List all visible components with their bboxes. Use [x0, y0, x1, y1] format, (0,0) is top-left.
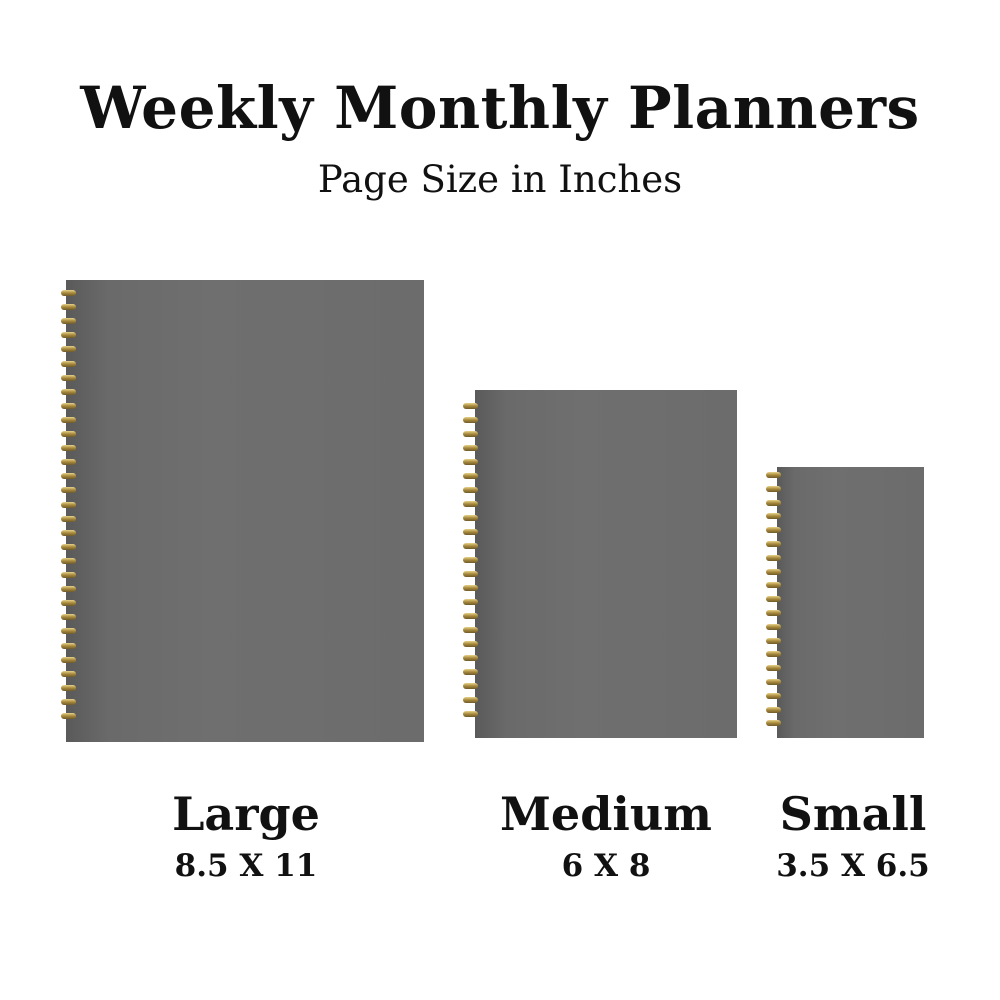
spiral-ring	[463, 515, 478, 521]
page-subtitle: Page Size in Inches	[317, 158, 683, 201]
spiral-ring	[766, 485, 781, 492]
spiral-ring	[61, 501, 76, 508]
spiral-ring	[766, 582, 781, 589]
spiral-ring	[766, 720, 781, 727]
spiral-ring	[766, 499, 781, 506]
medium-planner-image	[475, 390, 737, 738]
spiral-ring	[766, 610, 781, 616]
spiral-ring	[61, 473, 76, 480]
spiral-ring	[61, 698, 76, 705]
spiral-ring	[766, 665, 781, 672]
spiral-ring	[463, 417, 478, 423]
spiral-ring	[766, 679, 781, 685]
spiral-ring	[61, 360, 76, 367]
small-label: Small 3.5 X 6.5	[703, 788, 1000, 886]
spiral-ring	[463, 599, 478, 605]
spiral-ring	[463, 459, 478, 465]
spiral-ring	[463, 585, 478, 591]
spiral-ring	[61, 670, 76, 677]
spiral-ring	[766, 651, 781, 658]
spiral-ring	[61, 515, 76, 522]
spiral-ring	[61, 431, 76, 437]
spiral-ring	[463, 627, 478, 633]
large-planner-image	[66, 280, 424, 742]
spiral-ring	[463, 557, 478, 563]
spiral-ring	[766, 706, 781, 713]
spiral-ring	[766, 554, 781, 561]
spiral-ring	[61, 487, 76, 494]
spiral-ring	[463, 403, 478, 409]
spiral-ring	[61, 346, 76, 353]
spiral-ring	[61, 318, 76, 325]
spiral-ring	[61, 600, 76, 607]
spiral-ring	[61, 586, 76, 593]
spiral-ring	[766, 596, 781, 603]
spiral-ring	[61, 374, 76, 381]
medium-label: Medium 6 X 8	[456, 788, 756, 886]
spiral-ring	[61, 402, 76, 409]
spiral-ring	[463, 669, 478, 675]
spiral-ring	[463, 683, 478, 689]
spiral-ring	[463, 529, 478, 535]
spiral-ring	[61, 614, 76, 621]
spiral-ring	[61, 304, 76, 311]
spiral-ring	[61, 459, 76, 466]
small-planner-image	[777, 467, 924, 738]
spiral-ring	[463, 445, 478, 451]
spiral-ring	[61, 388, 76, 395]
spiral-ring	[463, 501, 478, 507]
spiral-ring	[61, 684, 76, 691]
spiral-ring	[61, 290, 76, 296]
spiral-ring	[61, 416, 76, 423]
spiral-ring	[766, 623, 781, 630]
planner-size: 8.5 X 11	[174, 848, 318, 884]
spiral-ring	[766, 541, 781, 547]
spiral-ring	[463, 571, 478, 577]
spiral-ring	[766, 513, 781, 520]
planner-name: Medium	[500, 787, 712, 841]
spiral-ring	[463, 431, 478, 437]
spiral-ring	[766, 692, 781, 699]
page-title: Weekly Monthly Planners	[80, 74, 920, 142]
spiral-ring	[463, 543, 478, 549]
spiral-ring	[766, 568, 781, 575]
spiral-ring	[61, 656, 76, 663]
spiral-ring	[766, 527, 781, 534]
planner-size: 3.5 X 6.5	[776, 848, 930, 884]
spiral-ring	[463, 711, 478, 717]
spiral-ring	[61, 572, 76, 578]
planner-size: 6 X 8	[561, 848, 651, 884]
spiral-ring	[61, 642, 76, 649]
spiral-ring	[463, 613, 478, 619]
spiral-ring	[463, 655, 478, 661]
large-label: Large 8.5 X 11	[96, 788, 396, 886]
spiral-ring	[463, 697, 478, 703]
planner-name: Large	[172, 787, 320, 841]
spiral-ring	[766, 637, 781, 644]
spiral-ring	[61, 543, 76, 550]
spiral-ring	[61, 445, 76, 452]
spiral-ring	[463, 473, 478, 479]
spiral-ring	[463, 641, 478, 647]
spiral-ring	[463, 487, 478, 493]
spiral-ring	[61, 713, 76, 719]
spiral-ring	[766, 472, 781, 478]
planner-name: Small	[779, 787, 927, 841]
spiral-ring	[61, 529, 76, 536]
spiral-ring	[61, 557, 76, 564]
spiral-ring	[61, 332, 76, 339]
spiral-ring	[61, 628, 76, 635]
